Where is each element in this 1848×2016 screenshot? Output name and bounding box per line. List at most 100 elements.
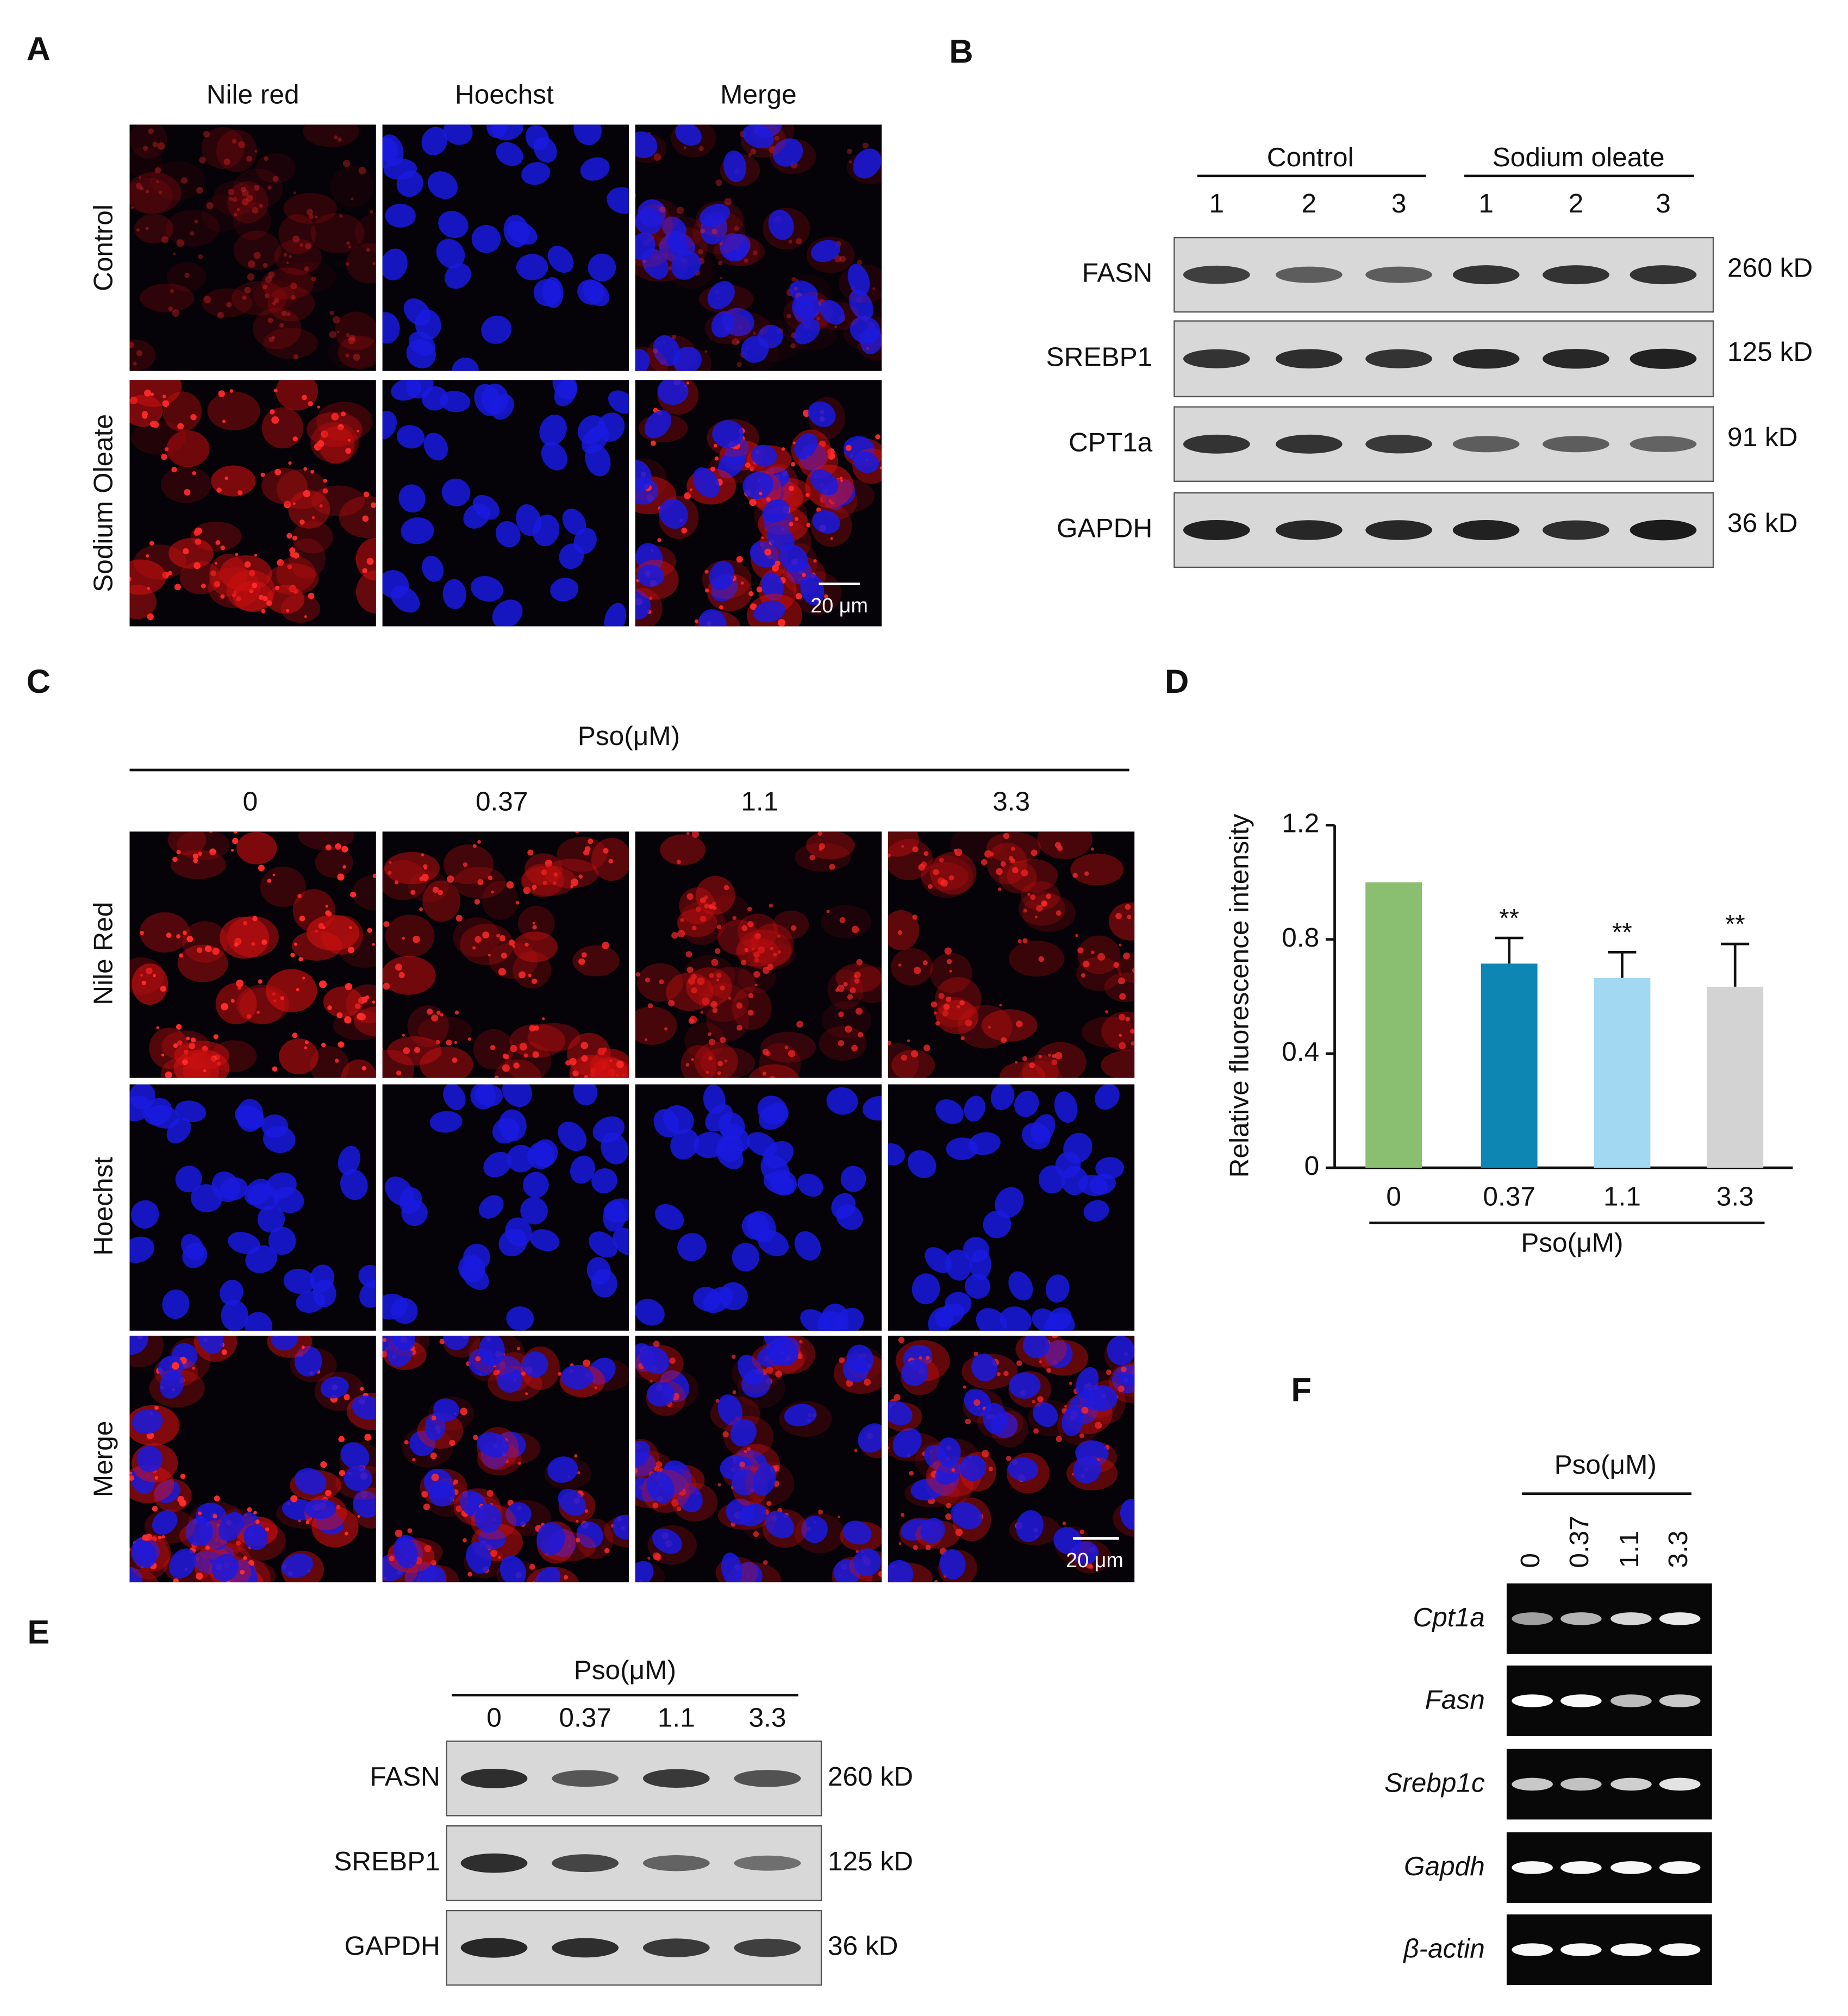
nucleus [739, 1504, 767, 1527]
lipid-signal [698, 983, 749, 1022]
lipid-droplet [602, 942, 609, 949]
lipid-droplet [719, 605, 723, 610]
lipid-droplet [744, 258, 749, 263]
lipid-droplet [150, 392, 154, 397]
lipid-droplet [292, 535, 297, 541]
lipid-droplet [455, 915, 463, 922]
lipid-droplet [691, 974, 697, 980]
lipid-droplet [361, 1066, 366, 1071]
nucleus [800, 1309, 829, 1331]
lipid-droplet [308, 214, 314, 220]
lipid-droplet [775, 560, 781, 567]
nucleus [481, 315, 512, 344]
nucleus [443, 124, 473, 145]
lipid-droplet [523, 887, 530, 894]
lipid-droplet [1010, 847, 1015, 851]
lipid-droplet [839, 917, 846, 923]
lipid-droplet [866, 347, 870, 350]
lipid-signal [678, 901, 726, 945]
band [1543, 265, 1609, 285]
lipid-signal [1022, 894, 1076, 932]
lipid-droplet [854, 1449, 858, 1452]
lipid-droplet [914, 967, 921, 974]
lane-label: 2 [1569, 188, 1584, 218]
lipid-signal [291, 521, 333, 554]
lipid-droplet [301, 1345, 305, 1349]
nucleus [935, 1099, 964, 1124]
lipid-signal [686, 967, 732, 1007]
lipid-droplet [790, 343, 796, 349]
nucleus [711, 311, 734, 338]
nucleus [498, 1109, 527, 1142]
lipid-droplet [221, 1003, 228, 1011]
nucleus [812, 510, 840, 534]
nucleus [659, 498, 688, 529]
nucleus [492, 599, 523, 627]
nucleus [939, 1549, 966, 1580]
lipid-droplet [616, 1060, 624, 1068]
lipid-droplet [196, 186, 203, 194]
nucleus [1016, 1510, 1044, 1542]
nucleus [794, 319, 821, 345]
lipid-droplet [806, 493, 810, 497]
lipid-droplet [1021, 869, 1028, 876]
lipid-droplet [898, 963, 902, 967]
lipid-droplet [664, 1027, 668, 1031]
nucleus [294, 1345, 322, 1377]
lipid-droplet [502, 1053, 508, 1059]
panel-label: F [1291, 1371, 1312, 1408]
lipid-signal [310, 212, 365, 254]
lipid-droplet [317, 440, 324, 448]
nucleus [382, 570, 409, 599]
lipid-droplet [695, 619, 698, 623]
lipid-signal [202, 194, 242, 233]
nucleus [959, 1455, 987, 1481]
nucleus [847, 264, 870, 296]
lipid-signal [1070, 853, 1124, 886]
lipid-droplet [927, 884, 933, 889]
lipid-droplet [982, 1450, 989, 1457]
lipid-signal [227, 181, 269, 223]
lipid-signal [958, 1005, 1013, 1049]
lipid-droplet [529, 1025, 536, 1032]
lipid-droplet [303, 467, 307, 471]
lipid-droplet [704, 903, 709, 909]
nucleus [603, 1201, 627, 1232]
lipid-droplet [1015, 1061, 1018, 1064]
lipid-droplet [357, 429, 360, 433]
lipid-droplet [698, 249, 703, 254]
lipid-droplet [1000, 861, 1006, 867]
bar [1365, 882, 1422, 1168]
lipid-signal [190, 522, 242, 552]
nucleus [470, 1084, 496, 1110]
lipid-droplet [221, 1349, 227, 1355]
lipid-droplet [944, 947, 952, 955]
lipid-droplet [229, 389, 234, 393]
lipid-droplet [367, 928, 372, 933]
lipid-droplet [214, 1495, 220, 1502]
lipid-droplet [1090, 950, 1095, 955]
lipid-droplet [736, 340, 740, 344]
lipid-droplet [1117, 1385, 1125, 1392]
lipid-droplet [813, 559, 817, 563]
nucleus [945, 1249, 972, 1281]
nucleus [705, 1104, 733, 1132]
lipid-droplet [708, 1032, 712, 1036]
nucleus [698, 609, 727, 627]
lipid-droplet [946, 1502, 952, 1508]
lipid-droplet [711, 228, 718, 235]
lipid-droplet [220, 545, 225, 550]
micrograph [382, 1084, 629, 1331]
lipid-droplet [439, 1338, 445, 1344]
lipid-droplet [274, 585, 280, 591]
lipid-droplet [190, 231, 195, 236]
lipid-signal [261, 407, 304, 449]
micrograph [382, 380, 629, 627]
lipid-droplet [700, 897, 706, 904]
nucleus [438, 211, 469, 239]
lipid-droplet [784, 1045, 789, 1050]
nucleus [1086, 1385, 1117, 1411]
nucleus [245, 1245, 277, 1273]
lipid-droplet [184, 272, 190, 278]
